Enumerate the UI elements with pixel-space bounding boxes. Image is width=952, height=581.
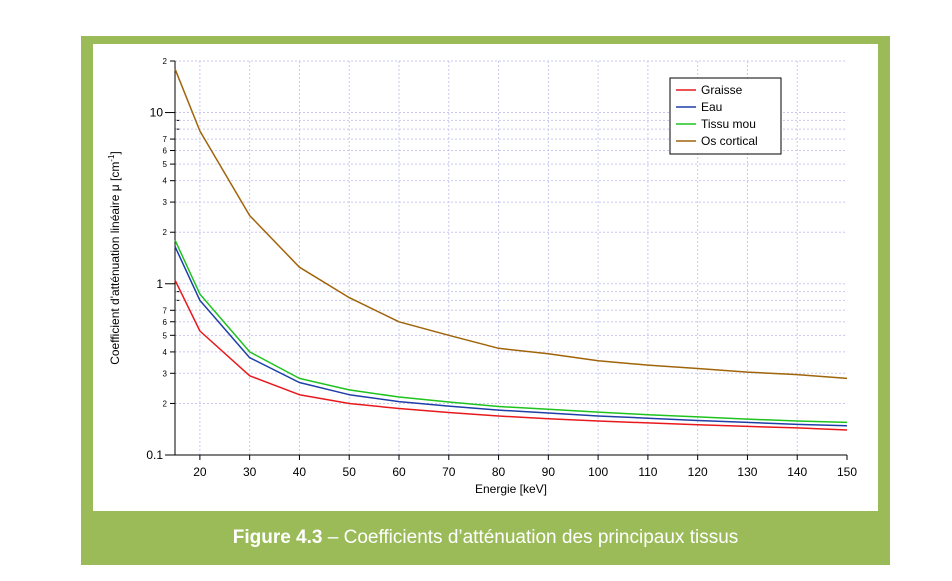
x-tick-label: 50 xyxy=(343,465,357,479)
x-tick-label: 60 xyxy=(392,465,406,479)
figure-caption-separator: – xyxy=(327,527,339,548)
x-tick-label: 100 xyxy=(588,465,608,479)
y-axis-label-suffix: ] xyxy=(108,151,122,154)
y-minor-tick-label: 6 xyxy=(163,318,168,327)
x-tick-label: 40 xyxy=(293,465,307,479)
y-minor-tick-label: 2 xyxy=(163,399,168,408)
series-line-eau xyxy=(174,246,848,427)
x-tick-label: 80 xyxy=(492,465,506,479)
figure-caption-text: Coefficients d’atténuation des principau… xyxy=(343,527,739,548)
attenuation-chart: 20 30 40 50 60 70 80 90 100 110 120 130 140 1500.1110… xyxy=(107,57,857,496)
y-minor-tick-label: 7 xyxy=(163,306,168,315)
y-major-tick-label: 10 xyxy=(150,106,164,120)
legend-entry: Eau xyxy=(701,100,722,114)
legend-entry: Graisse xyxy=(701,83,743,97)
y-minor-tick-label: 3 xyxy=(163,198,168,207)
y-minor-tick-label: 3 xyxy=(163,369,168,378)
y-minor-tick-label: 5 xyxy=(163,160,168,169)
x-tick-label: 130 xyxy=(737,465,757,479)
y-minor-tick-label: 6 xyxy=(163,147,168,156)
series-line-graisse xyxy=(174,279,848,431)
x-tick-label: 20 xyxy=(193,465,207,479)
x-tick-label: 140 xyxy=(787,465,807,479)
x-tick-label: 150 xyxy=(837,465,857,479)
x-tick-label: 30 xyxy=(243,465,257,479)
x-tick-label: 90 xyxy=(542,465,556,479)
x-tick-label: 70 xyxy=(442,465,456,479)
y-minor-tick-label: 4 xyxy=(163,348,168,357)
y-minor-tick-label: 2 xyxy=(163,228,168,237)
legend-entry: Tissu mou xyxy=(701,117,756,131)
y-axis-label: Coefficient d'atténuation linéaire μ [cm… xyxy=(107,151,122,365)
y-minor-tick-label: 4 xyxy=(163,177,168,186)
plot-area: 20 30 40 50 60 70 80 90 100 110 120 130 140 150 0.1 1 10… xyxy=(93,44,878,511)
series-line-tissu-mou xyxy=(174,239,848,424)
y-axis-label-superscript: -1 xyxy=(107,154,116,162)
y-minor-tick-label: 7 xyxy=(163,135,168,144)
series-line-os-cortical xyxy=(174,68,848,380)
y-axis-label-text: Coefficient d'atténuation linéaire μ [cm xyxy=(108,162,122,365)
y-major-tick-label: 1 xyxy=(156,277,163,291)
y-minor-tick-label: 5 xyxy=(163,331,168,340)
figure-caption: Figure 4.3 – Coefficients d’atténuation … xyxy=(81,511,890,565)
x-tick-label: 120 xyxy=(688,465,708,479)
legend-entry: Os cortical xyxy=(701,134,758,148)
y-minor-tick-label: 2 xyxy=(163,57,168,66)
y-major-tick-label: 0.1 xyxy=(146,448,163,462)
x-axis-label: Energie [keV] xyxy=(475,482,547,496)
x-tick-label: 110 xyxy=(638,465,657,479)
figure-caption-label: Figure 4.3 xyxy=(232,527,323,548)
figure-frame: 20 30 40 50 60 70 80 90 100 110 120 130 140 150 0.1 1 10… xyxy=(81,36,890,565)
